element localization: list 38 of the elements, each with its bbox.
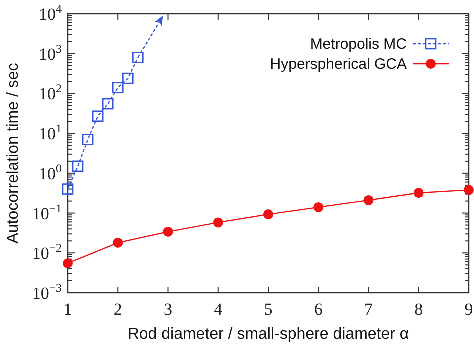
point — [62, 184, 74, 195]
point — [414, 188, 424, 198]
point — [112, 82, 124, 94]
y-tick-label: 10$^{2}$ — [39, 82, 62, 104]
y-tick-label: 10$^{−1}$ — [32, 201, 62, 224]
point — [113, 238, 124, 248]
point — [464, 185, 474, 196]
legend-label: Metropolis MC — [310, 36, 408, 53]
x-tick-label: 7 — [364, 300, 374, 319]
point — [102, 98, 114, 110]
y-tick-label: 10$^{−3}$ — [32, 281, 62, 303]
x-tick-label: 2 — [114, 300, 122, 319]
x-tick-label: 1 — [64, 300, 72, 319]
y-tick-label: 10$^{0}$ — [39, 161, 62, 184]
point — [264, 210, 274, 220]
point — [314, 202, 324, 212]
x-tick-label: 8 — [414, 300, 424, 319]
point — [213, 218, 224, 228]
x-tick-label: 5 — [264, 300, 273, 319]
legend-label: Hyperspherical GCA — [270, 56, 407, 73]
y-tick-label: 10$^{3}$ — [39, 42, 62, 64]
x-axis-title: Rod diameter / small-sphere diameter α — [128, 326, 410, 343]
point — [72, 160, 84, 172]
point — [364, 195, 374, 206]
point — [92, 110, 104, 122]
point — [82, 134, 94, 146]
point — [132, 52, 144, 64]
x-tick-label: 4 — [214, 300, 224, 319]
x-tick-label: 6 — [314, 300, 323, 319]
y-tick-label: 10$^{4}$ — [39, 2, 62, 24]
y-tick-label: 10$^{−2}$ — [32, 241, 62, 264]
point — [163, 226, 174, 237]
point — [122, 72, 134, 84]
y-axis-title: Autocorrelation time / sec — [5, 63, 22, 244]
x-tick-label: 9 — [464, 300, 474, 319]
point — [63, 258, 73, 268]
y-tick-label: 10$^{1}$ — [39, 122, 62, 144]
x-tick-label: 3 — [164, 300, 172, 319]
